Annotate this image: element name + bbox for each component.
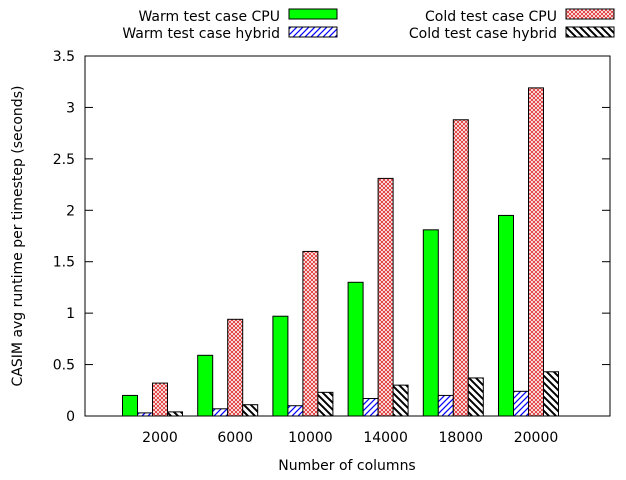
- bar-warm-cpu-20000: [498, 214, 514, 417]
- y-tick-label-1: 0.5: [53, 358, 75, 374]
- bar-cold-hybrid-6000: [242, 404, 259, 417]
- legend-swatch-warm-hybrid: [288, 26, 338, 38]
- bar-warm-hybrid-18000: [437, 394, 454, 417]
- bar-cold-cpu-6000: [227, 318, 244, 417]
- y-tick-label-4: 2: [66, 203, 75, 219]
- bar-warm-hybrid-10000: [287, 405, 304, 417]
- legend-label-cold-hybrid: Cold test case hybrid: [409, 26, 557, 42]
- bar-cold-cpu-10000: [302, 250, 319, 417]
- bar-cold-hybrid-10000: [317, 391, 334, 417]
- bar-warm-cpu-6000: [197, 354, 214, 417]
- bar-cold-hybrid-2000: [167, 411, 183, 417]
- x-tick-label-20000: 20000: [514, 430, 559, 446]
- legend-swatch-warm-cpu: [288, 8, 338, 20]
- legend-item-warm-hybrid: Warm test case hybrid: [122, 26, 338, 42]
- legend-swatch-cold-hybrid: [565, 26, 615, 38]
- y-tick-label-0: 0: [66, 409, 75, 425]
- x-tick-label-2000: 2000: [142, 430, 178, 446]
- bar-warm-hybrid-20000: [513, 390, 529, 417]
- bar-warm-cpu-14000: [347, 281, 364, 417]
- legend-item-cold-hybrid: Cold test case hybrid: [409, 26, 615, 42]
- bar-warm-hybrid-14000: [362, 398, 379, 417]
- y-tick-label-5: 2.5: [53, 152, 75, 168]
- bars-layer: [122, 87, 559, 417]
- y-tick-label-6: 3: [66, 100, 75, 116]
- legend-label-warm-cpu: Warm test case CPU: [138, 9, 280, 25]
- bar-cold-hybrid-14000: [392, 384, 409, 417]
- bar-warm-cpu-2000: [122, 394, 138, 417]
- legend-item-warm-cpu: Warm test case CPU: [138, 8, 338, 25]
- legend-swatch-cold-cpu: [565, 8, 615, 20]
- bar-cold-hybrid-20000: [543, 371, 559, 417]
- bar-cold-cpu-18000: [452, 119, 469, 417]
- legend-label-cold-cpu: Cold test case CPU: [425, 9, 557, 25]
- x-tick-label-14000: 14000: [363, 430, 408, 446]
- legend-item-cold-cpu: Cold test case CPU: [425, 8, 615, 25]
- bar-warm-hybrid-6000: [212, 408, 229, 417]
- plot-frame: [84, 55, 611, 417]
- bar-cold-cpu-20000: [528, 87, 544, 417]
- bar-cold-cpu-2000: [152, 382, 168, 417]
- x-axis-label: Number of columns: [278, 458, 415, 474]
- legend: Warm test case CPU Warm test case hybrid…: [122, 8, 615, 42]
- y-tick-label-7: 3.5: [53, 49, 75, 65]
- ticks-layer: 2000 6000 10000 14000 18000 20000 0 0.5 1 1.5 2 2.5…: [53, 49, 610, 446]
- y-tick-label-2: 1: [66, 306, 75, 322]
- y-axis-label: CASIM avg runtime per timestep (seconds): [10, 86, 26, 387]
- y-tick-label-3: 1.5: [53, 255, 75, 271]
- bar-cold-hybrid-18000: [467, 377, 484, 417]
- bar-warm-cpu-10000: [272, 315, 289, 417]
- x-tick-label-6000: 6000: [217, 430, 253, 446]
- x-tick-label-18000: 18000: [439, 430, 484, 446]
- x-tick-label-10000: 10000: [288, 430, 333, 446]
- bar-warm-cpu-18000: [422, 229, 439, 417]
- bar-cold-cpu-14000: [377, 177, 394, 417]
- legend-label-warm-hybrid: Warm test case hybrid: [122, 26, 280, 42]
